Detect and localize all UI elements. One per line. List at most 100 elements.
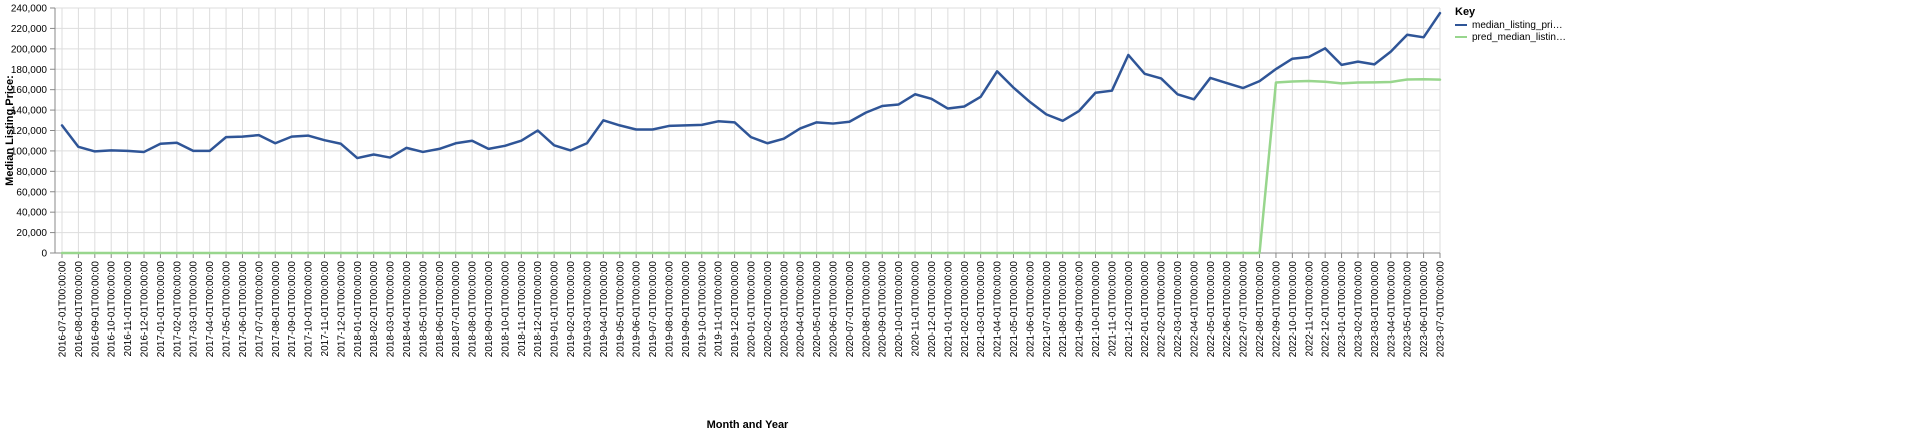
- x-tick-label: 2017-07-01T00:00:00: [254, 261, 265, 358]
- x-tick-label: 2022-09-01T00:00:00: [1271, 261, 1282, 358]
- x-tick-label: 2022-01-01T00:00:00: [1140, 261, 1151, 358]
- x-tick-label: 2020-04-01T00:00:00: [796, 261, 807, 358]
- x-tick-label: 2022-08-01T00:00:00: [1255, 261, 1266, 358]
- x-tick-label: 2020-03-01T00:00:00: [779, 261, 790, 358]
- y-tick-label: 0: [41, 249, 47, 260]
- x-tick-label: 2017-11-01T00:00:00: [320, 261, 331, 357]
- x-tick-label: 2023-04-01T00:00:00: [1386, 261, 1397, 358]
- x-tick-label: 2020-10-01T00:00:00: [894, 261, 905, 358]
- x-tick-label: 2021-11-01T00:00:00: [1107, 261, 1118, 357]
- y-axis: 0 20,000 40,000 60,000 80,000 100,000 120,000 1…: [11, 4, 56, 260]
- x-tick-label: 2022-06-01T00:00:00: [1222, 261, 1233, 358]
- x-tick-label: 2022-11-01T00:00:00: [1304, 261, 1315, 357]
- x-axis: 2016-07-01T00:00:00 2016-08-01T00:00:00 20…: [55, 252, 1447, 358]
- x-tick-label: 2020-02-01T00:00:00: [763, 261, 774, 358]
- x-tick-label: 2020-08-01T00:00:00: [861, 261, 872, 358]
- x-tick-label: 2017-01-01T00:00:00: [156, 261, 167, 358]
- x-tick-label: 2021-06-01T00:00:00: [1025, 261, 1036, 358]
- x-tick-label: 2018-09-01T00:00:00: [484, 261, 495, 358]
- x-tick-label: 2016-08-01T00:00:00: [74, 261, 85, 358]
- x-tick-label: 2021-12-01T00:00:00: [1124, 261, 1135, 358]
- y-tick-label: 160,000: [11, 85, 48, 96]
- legend-title: Key: [1455, 6, 1476, 18]
- x-tick-label: 2018-04-01T00:00:00: [402, 261, 413, 358]
- y-tick-label: 140,000: [11, 106, 48, 117]
- y-axis-title: Median Listing Price:: [4, 75, 16, 186]
- legend: Key median_listing_pri…pred_median_listi…: [1455, 6, 1566, 43]
- x-tick-label: 2020-07-01T00:00:00: [845, 261, 856, 358]
- y-tick-label: 120,000: [11, 126, 48, 137]
- y-tick-label: 20,000: [16, 228, 47, 239]
- x-tick-label: 2017-09-01T00:00:00: [287, 261, 298, 358]
- x-tick-label: 2019-12-01T00:00:00: [730, 261, 741, 358]
- x-tick-label: 2019-01-01T00:00:00: [550, 261, 561, 358]
- y-tick-label: 80,000: [16, 167, 47, 178]
- x-tick-label: 2017-02-01T00:00:00: [172, 261, 183, 358]
- x-tick-label: 2023-06-01T00:00:00: [1419, 261, 1430, 358]
- x-tick-label: 2020-09-01T00:00:00: [878, 261, 889, 358]
- x-tick-label: 2020-11-01T00:00:00: [911, 261, 922, 357]
- x-tick-label: 2022-07-01T00:00:00: [1239, 261, 1250, 358]
- x-tick-label: 2018-03-01T00:00:00: [386, 261, 397, 358]
- x-tick-label: 2023-03-01T00:00:00: [1370, 261, 1381, 358]
- x-tick-label: 2018-01-01T00:00:00: [353, 261, 364, 358]
- x-tick-label: 2023-01-01T00:00:00: [1337, 261, 1348, 358]
- x-tick-label: 2017-10-01T00:00:00: [304, 261, 315, 358]
- x-tick-label: 2016-11-01T00:00:00: [123, 261, 134, 357]
- x-tick-label: 2023-07-01T00:00:00: [1436, 261, 1447, 358]
- x-tick-label: 2023-05-01T00:00:00: [1403, 261, 1414, 358]
- x-tick-label: 2018-10-01T00:00:00: [500, 261, 511, 358]
- y-tick-label: 40,000: [16, 208, 47, 219]
- y-tick-label: 200,000: [11, 44, 48, 55]
- x-tick-label: 2017-08-01T00:00:00: [271, 261, 282, 358]
- x-tick-label: 2021-05-01T00:00:00: [1009, 261, 1020, 358]
- x-tick-label: 2016-12-01T00:00:00: [140, 261, 151, 358]
- x-tick-label: 2017-05-01T00:00:00: [222, 261, 233, 358]
- x-axis-title: Month and Year: [707, 419, 789, 431]
- x-tick-label: 2016-07-01T00:00:00: [58, 261, 69, 358]
- x-tick-label: 2019-05-01T00:00:00: [615, 261, 626, 358]
- x-tick-label: 2022-10-01T00:00:00: [1288, 261, 1299, 358]
- x-tick-label: 2020-05-01T00:00:00: [812, 261, 823, 358]
- x-tick-label: 2022-12-01T00:00:00: [1321, 261, 1332, 358]
- y-tick-label: 220,000: [11, 24, 48, 35]
- x-tick-label: 2019-11-01T00:00:00: [714, 261, 725, 357]
- x-tick-label: 2020-12-01T00:00:00: [927, 261, 938, 358]
- legend-label-1: pred_median_listin…: [1472, 32, 1566, 43]
- x-tick-label: 2018-11-01T00:00:00: [517, 261, 528, 357]
- x-tick-label: 2016-09-01T00:00:00: [90, 261, 101, 358]
- x-tick-label: 2019-08-01T00:00:00: [664, 261, 675, 358]
- x-tick-label: 2021-04-01T00:00:00: [993, 261, 1004, 358]
- x-tick-label: 2019-09-01T00:00:00: [681, 261, 692, 358]
- x-tick-label: 2018-05-01T00:00:00: [418, 261, 429, 358]
- y-tick-label: 180,000: [11, 65, 48, 76]
- x-tick-label: 2018-02-01T00:00:00: [369, 261, 380, 358]
- x-tick-label: 2021-08-01T00:00:00: [1058, 261, 1069, 358]
- x-tick-label: 2019-06-01T00:00:00: [632, 261, 643, 358]
- x-tick-label: 2018-08-01T00:00:00: [468, 261, 479, 358]
- x-tick-label: 2017-04-01T00:00:00: [205, 261, 216, 358]
- x-tick-label: 2018-12-01T00:00:00: [533, 261, 544, 358]
- x-tick-label: 2018-07-01T00:00:00: [451, 261, 462, 358]
- x-tick-label: 2019-03-01T00:00:00: [582, 261, 593, 358]
- x-tick-label: 2021-01-01T00:00:00: [943, 261, 954, 358]
- x-tick-label: 2023-02-01T00:00:00: [1353, 261, 1364, 358]
- x-tick-label: 2019-02-01T00:00:00: [566, 261, 577, 358]
- x-tick-label: 2017-03-01T00:00:00: [189, 261, 200, 358]
- y-tick-label: 240,000: [11, 4, 48, 15]
- x-tick-label: 2016-10-01T00:00:00: [107, 261, 118, 358]
- x-tick-label: 2022-02-01T00:00:00: [1157, 261, 1168, 358]
- x-tick-label: 2021-02-01T00:00:00: [960, 261, 971, 358]
- x-tick-label: 2021-09-01T00:00:00: [1075, 261, 1086, 358]
- x-tick-label: 2020-06-01T00:00:00: [829, 261, 840, 358]
- x-tick-label: 2021-03-01T00:00:00: [976, 261, 987, 358]
- x-tick-label: 2021-10-01T00:00:00: [1091, 261, 1102, 358]
- x-tick-label: 2021-07-01T00:00:00: [1042, 261, 1053, 358]
- x-tick-label: 2020-01-01T00:00:00: [747, 261, 758, 358]
- series-line-0: [60, 11, 1442, 160]
- y-tick-label: 60,000: [16, 187, 47, 198]
- series-layer: [60, 11, 1442, 255]
- legend-items: median_listing_pri…pred_median_listin…: [1455, 20, 1566, 43]
